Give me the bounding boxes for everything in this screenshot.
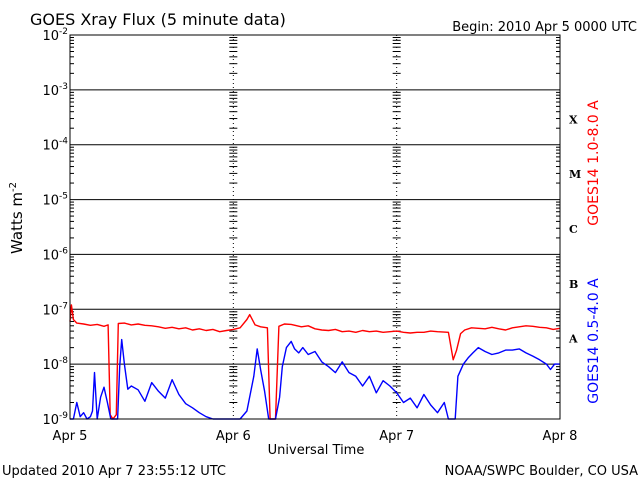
y-axis-label: Watts m-2 bbox=[8, 182, 26, 254]
flare-class-label: A bbox=[568, 333, 578, 346]
y-tick-label: 10-4 bbox=[42, 137, 68, 154]
y-tick-label: 10-5 bbox=[42, 192, 68, 209]
y-tick-label: 10-9 bbox=[42, 411, 68, 428]
series-label-blue: GOES14 0.5-4.0 A bbox=[586, 278, 602, 404]
flare-class-label: X bbox=[569, 113, 578, 126]
grid-lines bbox=[70, 34, 560, 420]
y-axis-label-exponent: -2 bbox=[8, 182, 19, 192]
flare-class-labels: A B C M X bbox=[568, 113, 581, 345]
y-tick-label: 10-6 bbox=[42, 246, 68, 263]
flare-class-label: B bbox=[569, 278, 578, 291]
begin-label: Begin: 2010 Apr 5 0000 UTC bbox=[452, 20, 637, 35]
x-tick-label: Apr 7 bbox=[379, 429, 414, 444]
minor-ticks bbox=[70, 37, 560, 403]
y-tick-label: 10-3 bbox=[42, 82, 68, 99]
x-tick-label: Apr 5 bbox=[53, 429, 88, 444]
plot-frame bbox=[69, 34, 561, 420]
footer-credit: NOAA/SWPC Boulder, CO USA bbox=[445, 464, 638, 479]
flare-class-label: C bbox=[569, 223, 578, 236]
y-tick-label: 10-2 bbox=[42, 27, 68, 44]
series-label-red: GOES14 1.0-8.0 A bbox=[586, 100, 602, 226]
y-tick-label: 10-8 bbox=[42, 356, 68, 373]
flare-class-label: M bbox=[569, 168, 581, 181]
x-tick-label: Apr 6 bbox=[216, 429, 251, 444]
y-tick-label: 10-7 bbox=[42, 301, 68, 318]
x-axis-label: Universal Time bbox=[268, 443, 365, 458]
series-layer bbox=[69, 304, 561, 420]
y-tick-labels: 10-9 10-8 10-7 10-6 10-5 10-4 10-3 10-2 bbox=[42, 27, 68, 428]
series-line bbox=[70, 338, 560, 420]
x-tick-labels: Apr 5 Apr 6 Apr 7 Apr 8 bbox=[53, 429, 578, 444]
x-tick-label: Apr 8 bbox=[543, 429, 578, 444]
chart-title: GOES Xray Flux (5 minute data) bbox=[30, 10, 286, 29]
series-line bbox=[69, 304, 561, 420]
footer-updated: Updated 2010 Apr 7 23:55:12 UTC bbox=[2, 464, 226, 479]
